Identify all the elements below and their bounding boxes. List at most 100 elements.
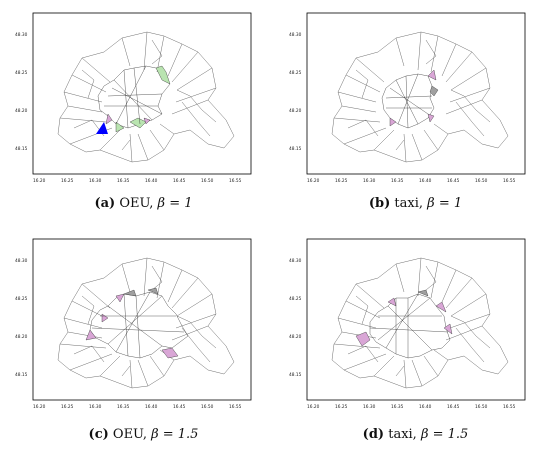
map-figure-c: 48.30 48.25 48.20 48.15 16.20 16.25 16.3… xyxy=(15,238,252,410)
highlight-regions xyxy=(381,69,439,129)
map-figure-d: 48.30 48.25 48.20 48.15 16.20 16.25 16.3… xyxy=(289,238,526,410)
x-tick-label: 16.50 xyxy=(475,404,488,410)
y-tick-label: 48.15 xyxy=(289,372,302,378)
x-tick-label: 16.40 xyxy=(145,178,158,184)
gray-region xyxy=(429,85,439,97)
y-tick-label: 48.20 xyxy=(289,334,302,340)
y-tick-label: 48.20 xyxy=(15,334,28,340)
x-axis: 16.20 16.25 16.30 16.35 16.40 16.45 16.5… xyxy=(33,178,242,184)
x-tick-label: 16.20 xyxy=(33,178,46,184)
caption-d: (d) taxi, β = 1.5 xyxy=(278,427,550,442)
district-outlines xyxy=(57,31,235,163)
blue-region-south xyxy=(96,122,108,134)
x-tick-label: 16.30 xyxy=(363,404,376,410)
y-axis: 48.30 48.25 48.20 48.15 xyxy=(289,32,302,152)
y-tick-label: 48.15 xyxy=(15,146,28,152)
caption-label: taxi, xyxy=(388,427,417,442)
caption-label: taxi, xyxy=(394,196,424,211)
y-tick-label: 48.15 xyxy=(289,146,302,152)
caption-beta: β = 1 xyxy=(157,196,193,211)
map-figure-b: 48.30 48.25 48.20 48.15 16.20 16.25 16.3… xyxy=(289,12,526,184)
x-axis: 16.20 16.25 16.30 16.35 16.40 16.45 16.5… xyxy=(33,404,242,410)
map-panel-d: 48.30 48.25 48.20 48.15 16.20 16.25 16.3… xyxy=(286,236,550,411)
caption-a: (a) OEU, β = 1 xyxy=(6,196,281,211)
y-axis: 48.30 48.25 48.20 48.15 xyxy=(15,258,28,378)
x-axis: 16.20 16.25 16.30 16.35 16.40 16.45 16.5… xyxy=(307,178,516,184)
x-tick-label: 16.50 xyxy=(201,404,214,410)
district-outlines xyxy=(331,31,509,163)
gray-region xyxy=(417,289,429,297)
y-tick-label: 48.25 xyxy=(289,296,302,302)
district-outlines xyxy=(57,257,235,389)
x-tick-label: 16.50 xyxy=(475,178,488,184)
x-tick-label: 16.45 xyxy=(447,178,460,184)
caption-letter: (a) xyxy=(94,196,116,211)
x-tick-label: 16.35 xyxy=(117,404,130,410)
x-tick-label: 16.35 xyxy=(391,178,404,184)
y-tick-label: 48.25 xyxy=(15,296,28,302)
x-axis: 16.20 16.25 16.30 16.35 16.40 16.45 16.5… xyxy=(307,404,516,410)
x-tick-label: 16.50 xyxy=(201,178,214,184)
y-tick-label: 48.30 xyxy=(289,258,302,264)
x-tick-label: 16.25 xyxy=(335,178,348,184)
x-tick-label: 16.35 xyxy=(117,178,130,184)
pink-region xyxy=(105,113,151,125)
y-tick-label: 48.25 xyxy=(289,70,302,76)
x-tick-label: 16.55 xyxy=(229,178,242,184)
caption-letter: (c) xyxy=(88,427,109,442)
x-tick-label: 16.55 xyxy=(503,404,516,410)
caption-beta: β = 1.5 xyxy=(420,427,469,442)
x-tick-label: 16.40 xyxy=(419,178,432,184)
pink-region xyxy=(85,293,179,359)
x-tick-label: 16.45 xyxy=(447,404,460,410)
x-tick-label: 16.20 xyxy=(33,404,46,410)
map-panel-c: 48.30 48.25 48.20 48.15 16.20 16.25 16.3… xyxy=(12,236,277,411)
y-tick-label: 48.30 xyxy=(289,32,302,38)
x-tick-label: 16.55 xyxy=(229,404,242,410)
x-tick-label: 16.20 xyxy=(307,404,320,410)
x-tick-label: 16.25 xyxy=(61,178,74,184)
caption-beta: β = 1 xyxy=(427,196,463,211)
plot-frame xyxy=(32,12,252,175)
x-tick-label: 16.55 xyxy=(503,178,516,184)
x-tick-label: 16.25 xyxy=(61,404,74,410)
x-tick-label: 16.35 xyxy=(391,404,404,410)
plot-frame xyxy=(32,238,252,401)
y-tick-label: 48.30 xyxy=(15,258,28,264)
plot-frame xyxy=(306,238,526,401)
y-tick-label: 48.30 xyxy=(15,32,28,38)
x-tick-label: 16.30 xyxy=(89,404,102,410)
caption-beta: β = 1.5 xyxy=(151,427,199,442)
district-outlines xyxy=(331,257,509,389)
x-tick-label: 16.40 xyxy=(145,404,158,410)
x-tick-label: 16.20 xyxy=(307,178,320,184)
highlight-regions xyxy=(85,287,189,359)
pink-region xyxy=(355,297,453,347)
pink-region xyxy=(389,69,437,127)
highlight-regions xyxy=(96,65,171,134)
map-figure-a: 48.30 48.25 48.20 48.15 16.20 16.25 16.3… xyxy=(15,12,252,184)
highlight-regions xyxy=(355,289,453,359)
gray-region xyxy=(123,287,159,297)
x-tick-label: 16.25 xyxy=(335,404,348,410)
y-axis: 48.30 48.25 48.20 48.15 xyxy=(289,258,302,378)
x-tick-label: 16.40 xyxy=(419,404,432,410)
y-tick-label: 48.20 xyxy=(15,108,28,114)
caption-label: OEU, xyxy=(112,427,147,442)
y-tick-label: 48.20 xyxy=(289,108,302,114)
caption-b: (b) taxi, β = 1 xyxy=(278,196,550,211)
x-tick-label: 16.30 xyxy=(363,178,376,184)
y-tick-label: 48.25 xyxy=(15,70,28,76)
x-tick-label: 16.30 xyxy=(89,178,102,184)
x-tick-label: 16.45 xyxy=(173,178,186,184)
map-panel-b: 48.30 48.25 48.20 48.15 16.20 16.25 16.3… xyxy=(286,10,550,185)
map-panel-a: 48.30 48.25 48.20 48.15 16.20 16.25 16.3… xyxy=(12,10,277,185)
x-tick-label: 16.45 xyxy=(173,404,186,410)
blue-region xyxy=(369,293,451,359)
caption-letter: (d) xyxy=(362,427,385,442)
plot-frame xyxy=(306,12,526,175)
y-tick-label: 48.15 xyxy=(15,372,28,378)
caption-c: (c) OEU, β = 1.5 xyxy=(6,427,281,442)
y-axis: 48.30 48.25 48.20 48.15 xyxy=(15,32,28,152)
caption-letter: (b) xyxy=(368,196,391,211)
